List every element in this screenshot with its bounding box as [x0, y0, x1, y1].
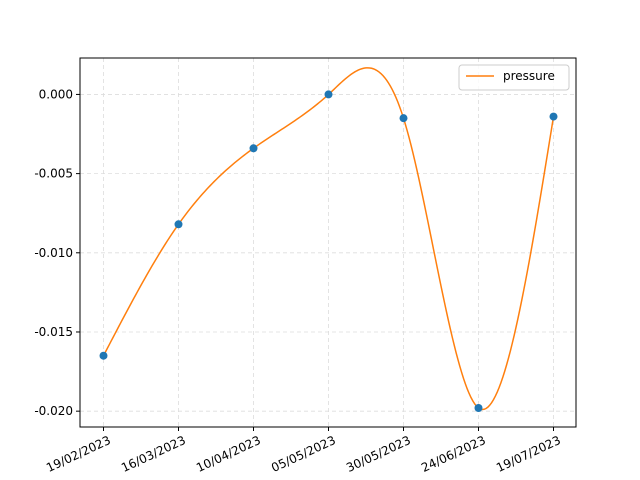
data-point — [324, 90, 333, 99]
y-tick-label: -0.005 — [34, 167, 73, 181]
y-tick-label: -0.020 — [34, 404, 73, 418]
data-point — [174, 220, 183, 229]
data-point — [399, 114, 408, 123]
data-point — [249, 144, 258, 153]
y-tick-label: -0.010 — [34, 246, 73, 260]
y-axis: 0.000 -0.005 -0.010 -0.015 -0.020 — [34, 87, 80, 418]
scatter-points-layer — [99, 90, 558, 412]
y-tick-label: -0.015 — [34, 325, 73, 339]
legend-box — [458, 64, 570, 91]
data-point — [99, 351, 108, 360]
y-tick-label: 0.000 — [39, 87, 73, 101]
legend-label-pressure: pressure — [503, 69, 555, 83]
data-point — [474, 403, 483, 412]
data-point — [549, 112, 558, 121]
legend: pressure — [458, 64, 570, 91]
